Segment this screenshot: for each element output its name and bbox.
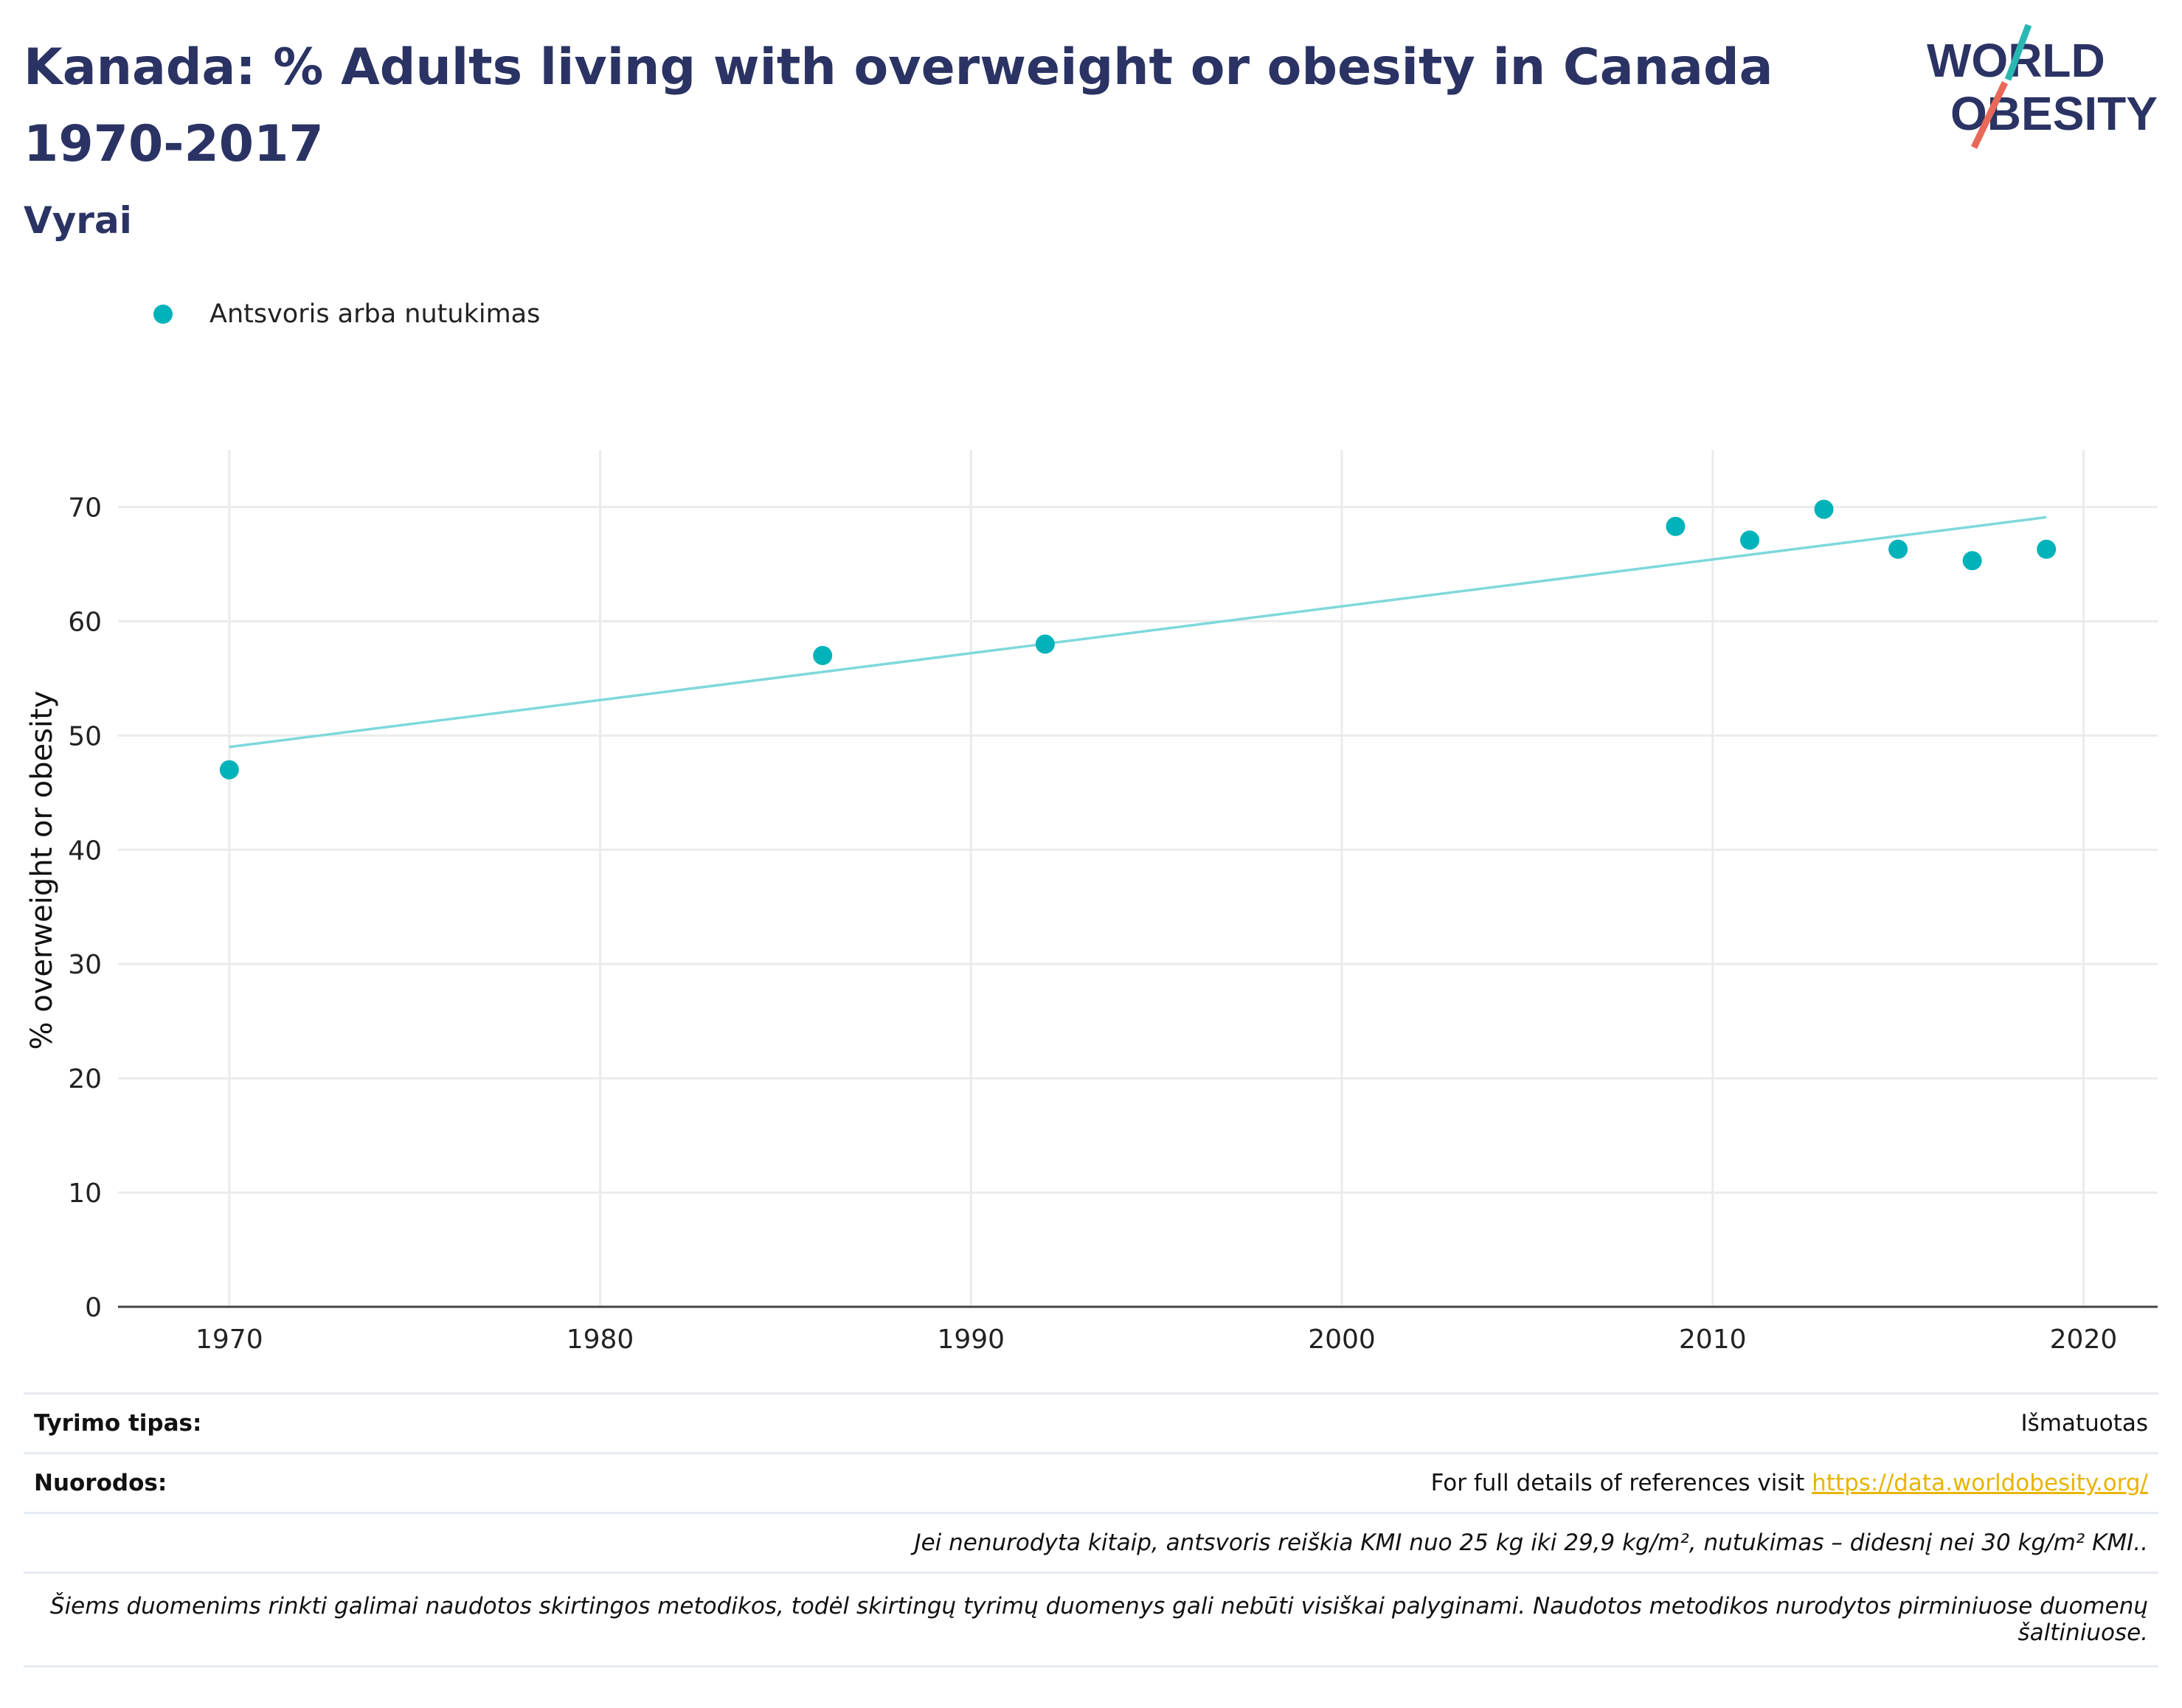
survey-type-label: Tyrimo tipas: — [34, 1410, 202, 1437]
chart-title: Kanada: % Adults living with overweight … — [24, 38, 1773, 173]
logo-slash-coral — [1970, 81, 2009, 149]
data-point[interactable] — [1035, 634, 1055, 654]
world-obesity-logo: WORLD OBESITY — [1927, 24, 2158, 149]
data-point[interactable] — [813, 645, 833, 665]
y-tick-label: 70 — [68, 493, 102, 523]
chart-subtitle: Vyrai — [24, 199, 132, 242]
data-point[interactable] — [1962, 551, 1982, 571]
references-text: For full details of references visit — [1430, 1470, 1812, 1496]
references-value: For full details of references visit htt… — [1431, 1470, 2148, 1496]
trendline-line — [229, 515, 2047, 749]
x-tick-label: 2000 — [1308, 1325, 1376, 1355]
legend[interactable]: Antsvoris arba nutukimas — [153, 295, 540, 333]
data-point[interactable] — [1814, 499, 1834, 519]
y-tick-label: 60 — [68, 607, 102, 637]
y-tick-label: 50 — [68, 721, 102, 751]
methodology-note: Šiems duomenims rinkti galimai naudotos … — [49, 1593, 2148, 1646]
legend-marker — [153, 305, 173, 324]
y-axis-label: % overweight or obesity — [25, 691, 59, 1050]
x-tick-label: 2010 — [1679, 1325, 1747, 1355]
y-tick-label: 40 — [68, 836, 102, 866]
y-tick-label: 20 — [68, 1064, 102, 1094]
references-link[interactable]: https://data.worldobesity.org/ — [1812, 1470, 2148, 1496]
y-tick-label: 30 — [68, 950, 102, 980]
data-point[interactable] — [2037, 539, 2057, 559]
data-point[interactable] — [1740, 530, 1759, 550]
x-tick-label: 1990 — [937, 1325, 1005, 1355]
survey-type-value: Išmatuotas — [2020, 1410, 2148, 1437]
y-tick-label: 10 — [68, 1178, 102, 1209]
legend-label: Antsvoris arba nutukimas — [209, 299, 541, 329]
data-point[interactable] — [219, 760, 239, 780]
notes-table: Tyrimo tipas: Išmatuotas Nuorodos: For f… — [24, 1392, 2158, 1667]
definition-note: Jei nenurodyta kitaip, antsvoris reiškia… — [914, 1530, 2148, 1556]
references-row: Nuorodos: For full details of references… — [24, 1452, 2158, 1512]
references-label: Nuorodos: — [34, 1470, 167, 1496]
trendline — [229, 515, 2047, 749]
logo-slash-teal — [2004, 24, 2032, 81]
data-points — [219, 499, 2057, 780]
survey-type-row: Tyrimo tipas: Išmatuotas — [24, 1392, 2158, 1452]
definition-row: Jei nenurodyta kitaip, antsvoris reiškia… — [24, 1512, 2158, 1572]
data-point[interactable] — [1666, 516, 1686, 536]
x-tick-label: 1970 — [195, 1325, 263, 1355]
data-point[interactable] — [1888, 539, 1908, 559]
methodology-row: Šiems duomenims rinkti galimai naudotos … — [24, 1572, 2158, 1667]
axes: 0 10 20 30 40 50 60 70 1970 1980 1990 2000 2010 2020 — [68, 493, 2158, 1355]
x-tick-label: 2020 — [2050, 1325, 2118, 1355]
y-tick-label: 0 — [85, 1293, 102, 1323]
x-tick-label: 1980 — [567, 1325, 634, 1355]
gridlines — [118, 450, 2158, 1307]
